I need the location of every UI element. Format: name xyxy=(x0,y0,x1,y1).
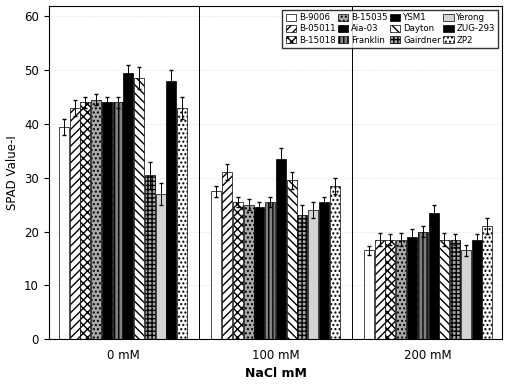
Bar xyxy=(233,202,243,339)
Bar xyxy=(113,102,122,339)
Bar xyxy=(396,240,406,339)
Bar xyxy=(429,213,438,339)
Bar xyxy=(364,251,374,339)
Bar xyxy=(59,127,69,339)
Bar xyxy=(308,210,318,339)
X-axis label: NaCl mM: NaCl mM xyxy=(245,367,306,381)
Y-axis label: SPAD Value-I: SPAD Value-I xyxy=(6,135,19,210)
Bar xyxy=(298,215,307,339)
Bar xyxy=(134,78,144,339)
Bar xyxy=(265,202,275,339)
Bar xyxy=(255,207,265,339)
Bar xyxy=(211,191,221,339)
Bar xyxy=(330,186,340,339)
Bar xyxy=(482,226,492,339)
Bar xyxy=(123,73,134,339)
Bar xyxy=(145,175,155,339)
Bar xyxy=(461,251,471,339)
Bar xyxy=(407,237,417,339)
Bar xyxy=(91,100,101,339)
Bar xyxy=(287,180,297,339)
Bar xyxy=(319,202,329,339)
Bar xyxy=(439,240,449,339)
Bar xyxy=(418,232,428,339)
Bar xyxy=(471,240,482,339)
Bar xyxy=(222,173,232,339)
Bar xyxy=(276,159,286,339)
Bar xyxy=(70,108,80,339)
Legend: B-9006, B-05011, B-15018, B-15035, Aia-03, Franklin, YSM1, Dayton, Gairdner, Yer: B-9006, B-05011, B-15018, B-15035, Aia-0… xyxy=(282,10,498,48)
Bar xyxy=(386,240,396,339)
Bar xyxy=(155,194,166,339)
Bar xyxy=(375,240,385,339)
Bar xyxy=(80,102,90,339)
Bar xyxy=(450,240,460,339)
Bar xyxy=(167,81,176,339)
Bar xyxy=(177,108,187,339)
Bar xyxy=(244,205,253,339)
Bar xyxy=(102,102,112,339)
